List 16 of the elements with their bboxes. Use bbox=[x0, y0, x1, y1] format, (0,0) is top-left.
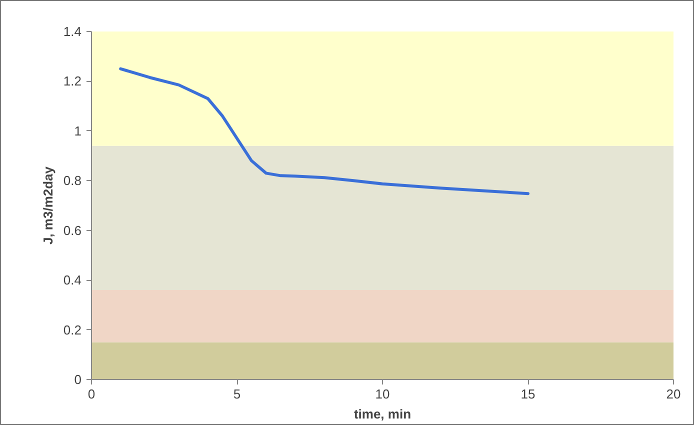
line-series bbox=[119, 67, 530, 196]
x-tick-label: 0 bbox=[88, 386, 96, 402]
y-tick-label: 0.8 bbox=[63, 173, 82, 188]
y-tick-label: 1.4 bbox=[63, 24, 82, 39]
y-tick-label: 0 bbox=[74, 372, 82, 387]
y-axis-title: J, m3/m2day bbox=[40, 166, 56, 245]
x-tick-label: 20 bbox=[666, 386, 681, 402]
x-tick-label: 5 bbox=[233, 386, 241, 402]
x-tick-label: 10 bbox=[375, 386, 390, 402]
y-tick-label: 0.4 bbox=[63, 272, 82, 288]
y-tick-label: 1.2 bbox=[63, 74, 82, 89]
y-tick-label: 0.6 bbox=[63, 222, 82, 238]
x-tick-label: 15 bbox=[520, 386, 536, 402]
x-axis-title: time, min bbox=[354, 406, 412, 422]
y-tick-label: 0.2 bbox=[63, 322, 82, 338]
y-tick-label: 1 bbox=[74, 123, 82, 138]
